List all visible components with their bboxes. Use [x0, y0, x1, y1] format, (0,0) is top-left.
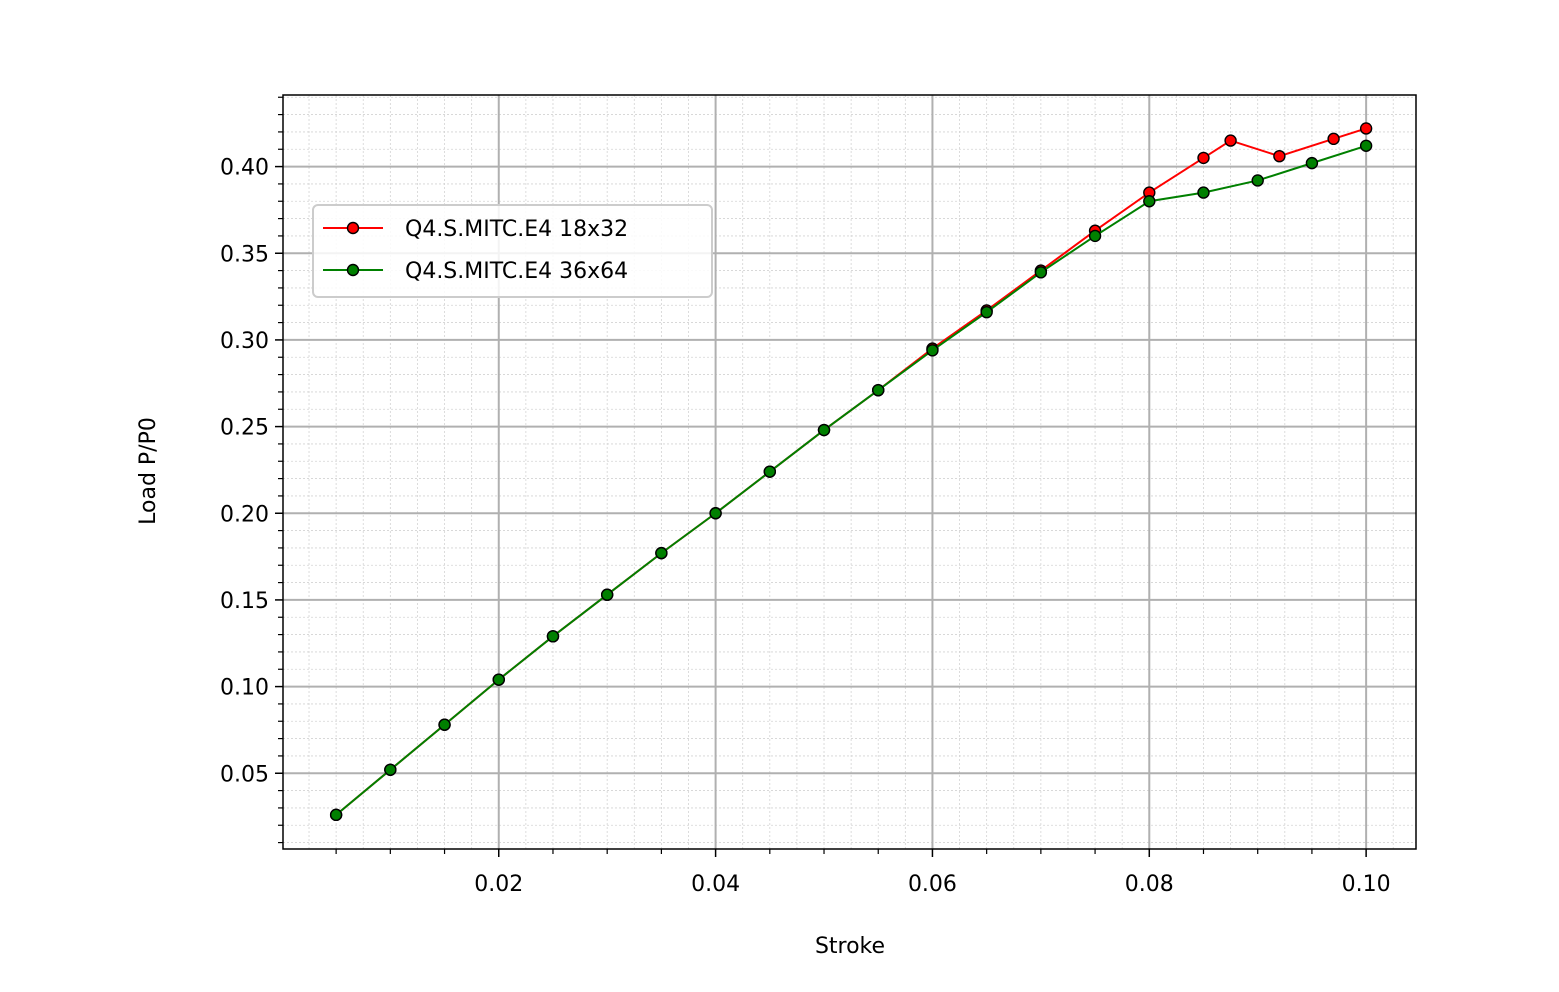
data-point [980, 305, 993, 319]
legend-entries: Q4.S.MITC.E4 18x32 Q4.S.MITC.E4 36x64 [323, 217, 628, 284]
series-layer [329, 122, 1373, 822]
y-tick-label: 0.15 [220, 589, 269, 614]
data-point [438, 718, 451, 731]
data-point [1034, 266, 1048, 279]
data-point [1251, 174, 1264, 187]
y-tick-label: 0.30 [220, 329, 269, 354]
data-point [1273, 149, 1286, 163]
axes-frame [282, 94, 1417, 850]
data-point [1305, 156, 1319, 170]
data-point [384, 763, 397, 776]
y-tick-label: 0.20 [220, 502, 269, 527]
legend-entry: Q4.S.MITC.E4 18x32 [323, 217, 628, 242]
y-axis-label: Load P/P0 [136, 417, 161, 525]
legend-label: Q4.S.MITC.E4 36x64 [405, 259, 628, 284]
data-point [1197, 151, 1210, 165]
tick-labels: 0.02 0.04 0.06 0.08 0.10 0.05 0.10 0.15 0.20 0.25… [220, 156, 1391, 897]
ticks [275, 96, 1367, 857]
data-point [546, 630, 560, 643]
x-tick-label: 0.02 [474, 872, 523, 897]
x-axis-label: Stroke [815, 934, 885, 959]
data-point [1197, 186, 1210, 199]
legend-marker [346, 221, 360, 235]
x-tick-label: 0.10 [1342, 872, 1391, 897]
legend-box [312, 204, 713, 298]
data-point [709, 507, 722, 520]
data-point [492, 673, 505, 686]
series-2 [329, 139, 1373, 822]
data-point [1359, 139, 1373, 152]
data-point [1224, 134, 1237, 147]
series-line [335, 144, 1367, 816]
y-tick-label: 0.10 [220, 676, 269, 701]
y-tick-label: 0.25 [220, 416, 269, 441]
data-point [817, 423, 831, 437]
legend: Q4.S.MITC.E4 18x32 Q4.S.MITC.E4 36x64 [312, 204, 713, 298]
data-point [763, 465, 777, 478]
data-point [600, 588, 614, 601]
data-point [926, 344, 939, 357]
legend-label: Q4.S.MITC.E4 18x32 [405, 217, 628, 242]
data-point [872, 383, 885, 397]
data-point [1088, 229, 1102, 243]
data-point [1143, 195, 1156, 208]
major-grid [283, 95, 1416, 849]
x-tick-label: 0.08 [1125, 872, 1174, 897]
y-tick-label: 0.40 [220, 156, 269, 181]
data-point [655, 546, 668, 560]
x-tick-label: 0.04 [691, 872, 740, 897]
data-point [329, 808, 343, 822]
data-point [1327, 132, 1340, 146]
legend-entry: Q4.S.MITC.E4 36x64 [323, 259, 628, 284]
y-tick-label: 0.35 [220, 242, 269, 267]
legend-marker [346, 263, 360, 277]
data-point [1359, 122, 1373, 135]
x-tick-label: 0.06 [908, 872, 957, 897]
y-tick-label: 0.05 [220, 762, 269, 787]
